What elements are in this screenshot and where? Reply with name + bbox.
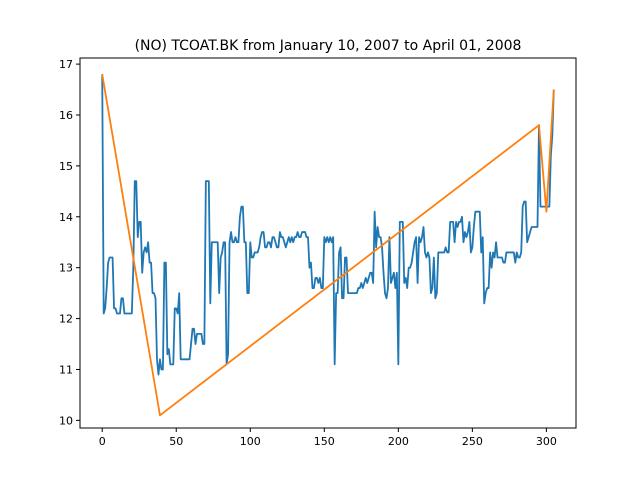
y-tick-label: 11 <box>59 363 73 376</box>
x-tick-label: 50 <box>169 435 183 448</box>
plot-frame <box>79 57 577 429</box>
y-tick-label: 17 <box>59 58 73 71</box>
x-tick-label: 0 <box>99 435 106 448</box>
x-tick-label: 150 <box>314 435 335 448</box>
x-axis: 0 50 100 150 200 250 300 <box>99 428 557 448</box>
y-axis: 10 11 12 13 14 15 16 17 <box>59 58 80 427</box>
y-tick-label: 13 <box>59 262 73 275</box>
y-tick-label: 10 <box>59 414 73 427</box>
x-tick-label: 250 <box>462 435 483 448</box>
series-line-1 <box>101 74 555 376</box>
y-tick-label: 14 <box>59 211 73 224</box>
x-tick-label: 300 <box>536 435 557 448</box>
y-tick-label: 16 <box>59 109 73 122</box>
y-tick-label: 15 <box>59 160 73 173</box>
chart-title: (NO) TCOAT.BK from January 10, 2007 to A… <box>135 38 522 54</box>
x-tick-label: 200 <box>388 435 409 448</box>
series-line-2 <box>101 74 555 417</box>
y-tick-label: 12 <box>59 313 73 326</box>
plot-area <box>101 74 555 417</box>
x-tick-label: 100 <box>240 435 261 448</box>
